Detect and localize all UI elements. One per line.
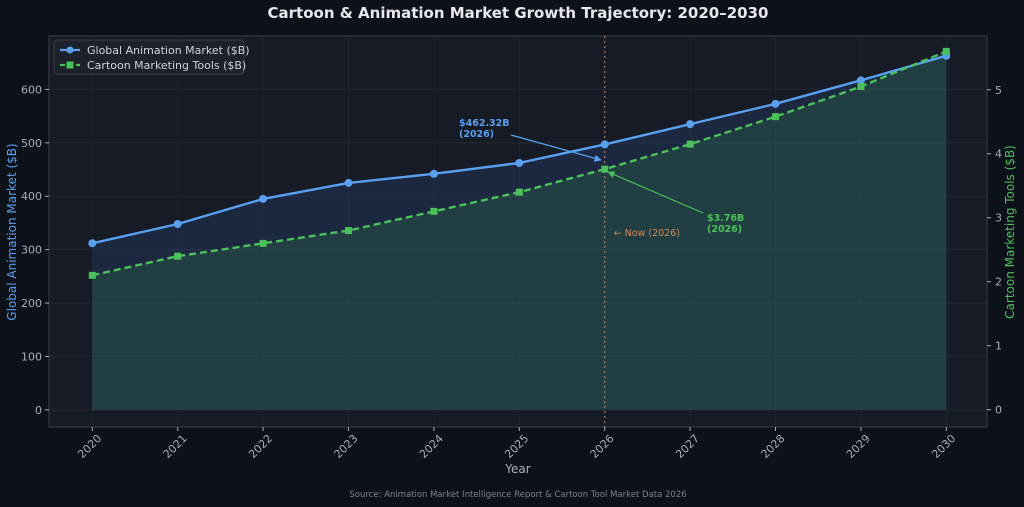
point-tools — [515, 188, 523, 196]
annotation-arrow-animation — [510, 134, 602, 162]
y-left-tick-label: 600 — [21, 83, 42, 96]
annotation-arrow-tools — [607, 171, 704, 214]
point-animation — [259, 194, 268, 203]
x-axis-label: Year — [504, 462, 530, 476]
y-right-tick-label: 0 — [995, 404, 1002, 417]
point-tools — [345, 227, 352, 235]
point-animation — [600, 140, 609, 149]
point-animation — [515, 158, 524, 167]
y-right-tick-label: 2 — [995, 276, 1002, 289]
annotation-tools-value: $3.76B — [707, 213, 744, 224]
area-fills — [92, 51, 947, 410]
point-tools — [259, 239, 267, 247]
legend-label-tools: Cartoon Marketing Tools ($B) — [87, 59, 246, 72]
y-left-tick-label: 500 — [21, 137, 42, 150]
point-tools — [686, 140, 694, 148]
y-axis-right-label: Cartoon Marketing Tools ($B) — [1003, 145, 1017, 319]
y-left-tick-label: 100 — [21, 350, 42, 363]
series-markers — [88, 47, 951, 279]
y-left-tick-label: 400 — [21, 190, 42, 203]
point-tools — [174, 252, 182, 260]
legend-label-animation: Global Animation Market ($B) — [87, 44, 250, 57]
area-fill-animation — [92, 55, 947, 410]
area-fill-tools — [92, 51, 947, 410]
annotation-tools-year: (2026) — [707, 224, 742, 235]
annotation-now: ← Now (2026) — [614, 228, 680, 239]
point-tools — [601, 165, 609, 173]
y-right-tick-label: 3 — [995, 212, 1002, 225]
point-animation — [856, 76, 865, 85]
annotation-animation-year: (2026) — [459, 129, 494, 140]
plot-area — [48, 35, 988, 428]
y-right-tick-label: 5 — [995, 84, 1002, 97]
annotation-animation-value: $462.32B — [459, 118, 510, 129]
y-left-tick-label: 300 — [21, 244, 42, 257]
source-note: Source: Animation Market Intelligence Re… — [349, 490, 686, 500]
legend-marker-tools — [66, 61, 74, 69]
legend-marker-animation — [66, 46, 74, 54]
point-tools — [857, 83, 865, 91]
y-axis-left-label: Global Animation Market ($B) — [5, 143, 19, 320]
point-tools — [430, 207, 438, 215]
point-animation — [771, 99, 780, 108]
point-animation — [686, 120, 695, 129]
legend-box — [53, 39, 245, 75]
point-tools — [88, 271, 96, 279]
y-left-tick-label: 0 — [35, 404, 42, 417]
point-animation — [173, 220, 182, 229]
y-left-tick-label: 200 — [21, 297, 42, 310]
point-animation — [429, 169, 438, 178]
annotations: $462.32B(2026)$3.76B(2026)← Now (2026) — [459, 118, 744, 239]
grid — [49, 36, 987, 427]
y-right-tick-label: 4 — [995, 148, 1002, 161]
y-right-tick-label: 1 — [995, 340, 1002, 353]
chart-title: Cartoon & Animation Market Growth Trajec… — [268, 4, 769, 22]
point-animation — [88, 239, 97, 248]
point-tools — [772, 113, 779, 121]
legend: Global Animation Market ($B) Cartoon Mar… — [53, 39, 250, 75]
point-tools — [942, 47, 950, 55]
point-animation — [344, 178, 353, 187]
